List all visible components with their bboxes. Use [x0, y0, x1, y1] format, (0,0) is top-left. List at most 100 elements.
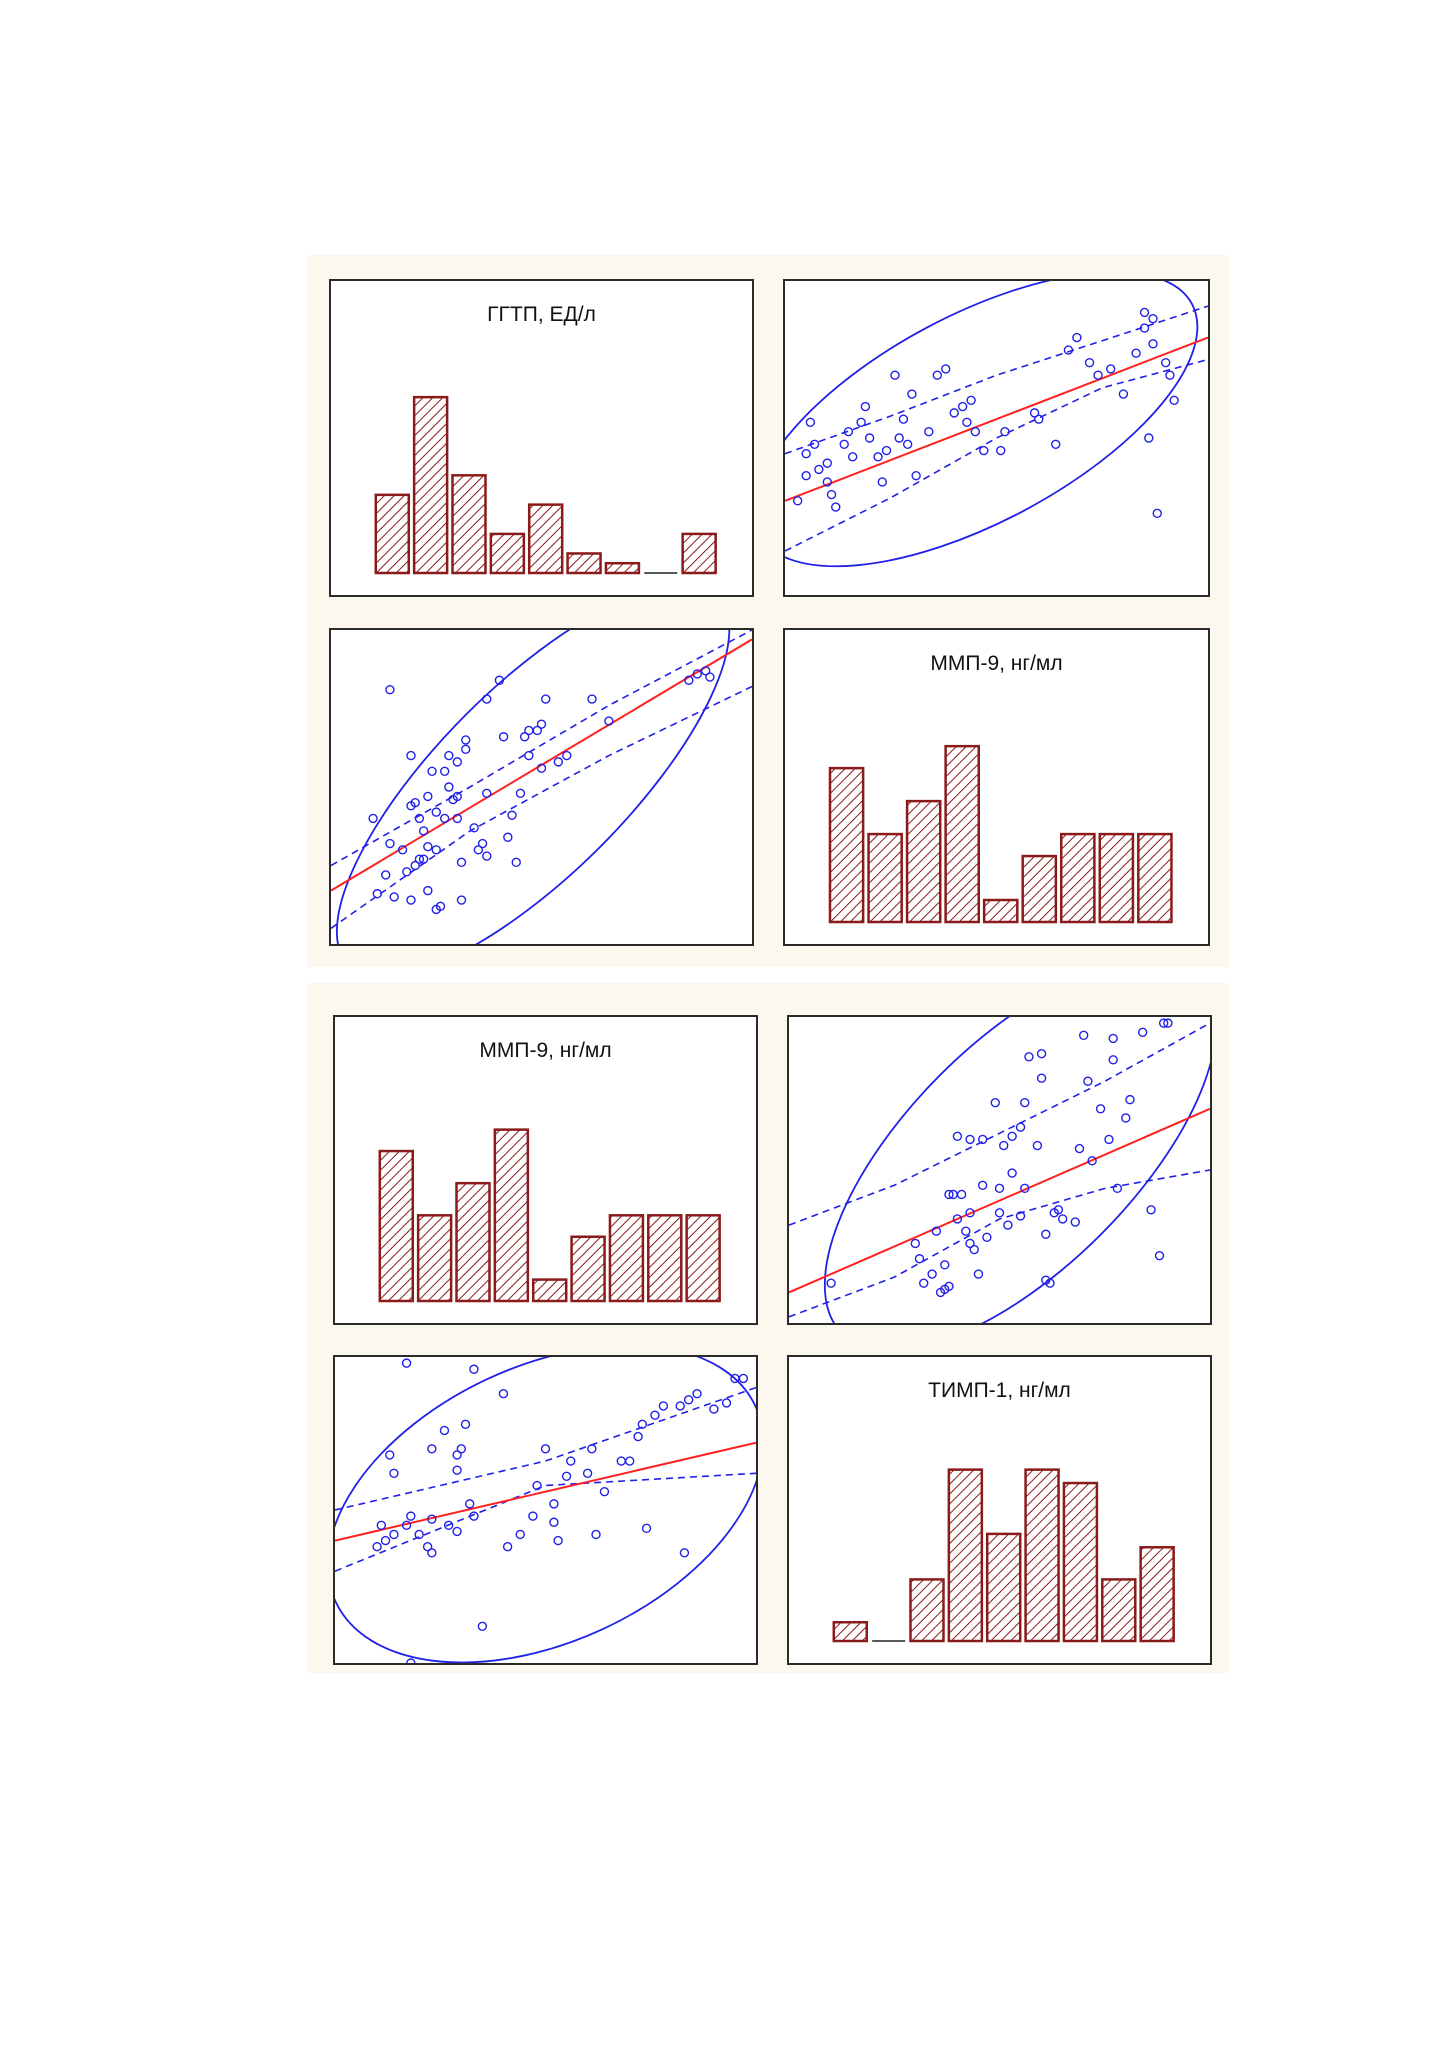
scatter-point — [1015, 1211, 1026, 1221]
histogram-title: ММП-9, нг/мл — [479, 1039, 612, 1062]
scatter-point — [591, 1529, 601, 1540]
scatter-point — [911, 470, 921, 481]
scatter-point — [418, 854, 429, 864]
histogram-title: ММП-9, нг/мл — [930, 652, 1063, 675]
scatter-point — [376, 1520, 387, 1531]
scatterplot-matrix-2: ММП-9, нг/мл ТИМП-1, нг/мл — [307, 983, 1229, 1673]
scatter-point — [902, 439, 913, 449]
scatter-point — [1079, 1030, 1089, 1041]
histogram-bar — [374, 493, 411, 575]
regression-line — [789, 1107, 1210, 1294]
scatter-point — [1152, 508, 1162, 519]
scatter-point — [532, 725, 542, 736]
scatter-point — [528, 1511, 538, 1521]
scatter-point — [418, 826, 429, 836]
histogram-bar — [832, 1621, 869, 1643]
scatter-point — [1053, 1205, 1064, 1215]
scatter-point — [1118, 389, 1129, 399]
scatter-point — [625, 1456, 635, 1466]
histogram-bar — [489, 532, 526, 575]
scatter-point — [1104, 1134, 1114, 1145]
regression-line — [785, 336, 1208, 502]
scatter-point — [877, 477, 887, 487]
scatter-point — [423, 885, 433, 896]
scatter-point — [465, 1499, 475, 1509]
scatter-point — [482, 788, 492, 798]
scatter-point — [1161, 357, 1171, 368]
scatter-point — [511, 857, 521, 868]
scatter-point — [604, 716, 614, 726]
scatter-point — [1137, 1027, 1148, 1038]
scatter-point — [406, 895, 416, 905]
scatter-point — [482, 851, 492, 861]
confidence-band-upper — [331, 630, 752, 867]
scatter-point — [562, 750, 572, 761]
scatter-point — [524, 750, 534, 761]
scatter-point — [957, 401, 968, 412]
scatter-point — [826, 489, 837, 500]
scatter-point — [944, 1281, 954, 1291]
scatter-point — [423, 841, 433, 852]
scatter-point — [919, 1278, 929, 1288]
scatter-point — [1169, 395, 1179, 406]
confidence-ellipse — [335, 1357, 756, 1663]
scatter-point — [1034, 414, 1044, 424]
scatter-point — [372, 889, 383, 899]
scatter-point — [469, 823, 479, 833]
scatter-panel-timp1-mmp9 — [333, 1355, 758, 1665]
histogram-bar — [867, 832, 903, 924]
scatter-point — [941, 364, 951, 374]
scatter-point — [822, 477, 832, 487]
scatter-point — [519, 732, 530, 742]
scatter-point — [1057, 1214, 1068, 1224]
scatter-point — [977, 1134, 988, 1145]
scatter-point — [549, 1517, 559, 1527]
histogram-bar — [378, 1149, 415, 1303]
scatter-point — [1165, 370, 1175, 380]
confidence-band-lower — [785, 358, 1208, 552]
scatter-point — [1139, 307, 1150, 318]
scatter-point — [1121, 1113, 1131, 1123]
scatter-point — [881, 445, 892, 456]
scatter-point — [443, 1520, 454, 1531]
scatter-point — [965, 1208, 975, 1218]
scatter-point — [566, 1456, 576, 1466]
scatter-point — [385, 684, 395, 695]
scatter-point — [1083, 1076, 1093, 1086]
scatter-point — [1063, 345, 1074, 355]
scatter-point — [999, 1140, 1009, 1151]
scatter-point — [435, 901, 446, 912]
scatter-point — [873, 452, 883, 462]
scatter-plot — [331, 630, 752, 944]
scatter-point — [540, 1444, 551, 1454]
scatter-panel-mmp9-ggtp — [329, 628, 754, 946]
scatter-point — [839, 439, 849, 449]
scatter-point — [1070, 1217, 1080, 1227]
scatter-point — [1084, 357, 1095, 368]
scatter-point — [965, 1238, 975, 1249]
confidence-band-upper — [785, 305, 1208, 455]
scatter-point — [792, 496, 803, 506]
scatter-point — [456, 1444, 467, 1454]
scatter-point — [1131, 348, 1141, 358]
scatter-point — [1148, 313, 1158, 324]
scatter-point — [616, 1456, 626, 1466]
confidence-band-upper — [335, 1386, 756, 1511]
scatter-point — [856, 417, 866, 428]
scatter-point — [949, 408, 959, 418]
scatter-point — [473, 845, 484, 855]
scatter-point — [683, 1395, 694, 1405]
regression-line — [331, 638, 752, 892]
confidence-ellipse — [335, 630, 731, 944]
histogram-bar — [1024, 1468, 1060, 1643]
scatter-point — [423, 791, 433, 802]
scatter-point — [1139, 323, 1150, 333]
scatter-point — [924, 427, 934, 437]
scatter-point — [397, 845, 408, 855]
scatter-point — [864, 433, 875, 443]
scatter-point — [389, 1468, 399, 1478]
confidence-ellipse — [785, 281, 1199, 568]
histogram-plot — [828, 744, 1173, 924]
scatter-point — [410, 860, 420, 871]
scatter-point — [460, 1419, 471, 1430]
